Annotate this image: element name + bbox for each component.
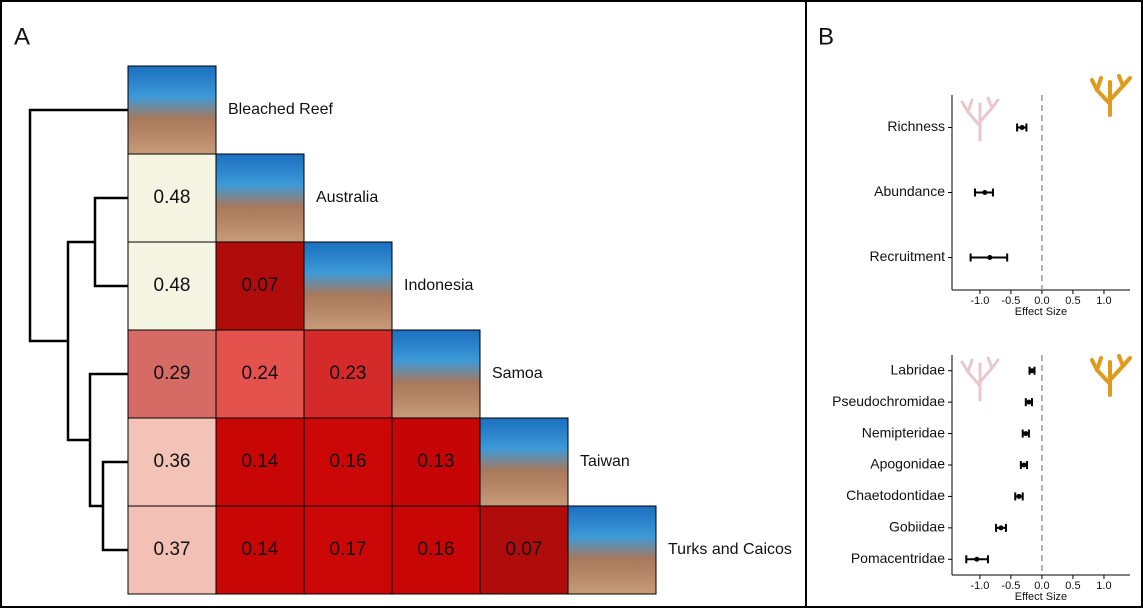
point bbox=[974, 556, 980, 562]
heat-cell bbox=[215, 329, 305, 419]
site-label: Taiwan bbox=[580, 453, 630, 470]
site-label: Indonesia bbox=[404, 277, 473, 294]
cell-value: 0.07 bbox=[242, 275, 279, 296]
coral-icon bbox=[1090, 74, 1132, 397]
point bbox=[987, 255, 993, 260]
x-tick-label: -0.5 bbox=[1001, 580, 1020, 592]
reef-photo bbox=[567, 505, 657, 595]
cell-value: 0.29 bbox=[154, 363, 191, 384]
heat-cell bbox=[303, 505, 393, 595]
cell-value: 0.14 bbox=[242, 539, 279, 560]
category-label: Richness bbox=[887, 118, 945, 134]
heat-cell bbox=[479, 505, 569, 595]
heat-cell bbox=[127, 417, 217, 507]
cell-value: 0.23 bbox=[330, 363, 367, 384]
heat-cell bbox=[215, 417, 305, 507]
reef-photo bbox=[303, 241, 393, 331]
category-label: Apogonidae bbox=[870, 456, 945, 472]
coral-icon bbox=[960, 96, 1000, 402]
category-label: Gobiidae bbox=[889, 519, 945, 535]
reef-photo bbox=[127, 65, 217, 155]
x-tick-label: -1.0 bbox=[970, 580, 989, 592]
point bbox=[1019, 125, 1025, 130]
point bbox=[1029, 368, 1035, 374]
cell-value: 0.36 bbox=[154, 451, 191, 472]
cell-value: 0.16 bbox=[418, 539, 455, 560]
site-label: Bleached Reef bbox=[228, 101, 334, 118]
category-label: Labridae bbox=[891, 361, 946, 377]
point bbox=[982, 190, 988, 195]
heat-cell bbox=[127, 505, 217, 595]
point bbox=[1026, 399, 1032, 405]
category-label: Nemipteridae bbox=[862, 424, 945, 440]
site-label: Australia bbox=[316, 189, 378, 206]
dendrogram bbox=[28, 108, 128, 552]
x-tick-label: 0.5 bbox=[1065, 580, 1080, 592]
cell-value: 0.48 bbox=[154, 187, 191, 208]
category-label: Pseudochromidae bbox=[832, 393, 945, 409]
point bbox=[998, 525, 1004, 531]
heat-cell bbox=[391, 417, 481, 507]
point bbox=[1023, 431, 1029, 437]
x-tick-label: -1.0 bbox=[970, 295, 989, 307]
cell-value: 0.24 bbox=[242, 363, 279, 384]
x-tick-label: 0.0 bbox=[1034, 295, 1049, 307]
reef-photo bbox=[215, 153, 305, 243]
heat-cell bbox=[127, 329, 217, 419]
heat-cell bbox=[215, 241, 305, 331]
cell-value: 0.48 bbox=[154, 275, 191, 296]
cell-value: 0.37 bbox=[154, 539, 191, 560]
point bbox=[1021, 462, 1027, 468]
panel-label: A bbox=[14, 23, 30, 50]
cell-value: 0.13 bbox=[418, 451, 455, 472]
heat-cell bbox=[127, 153, 217, 243]
x-tick-label: 1.0 bbox=[1096, 580, 1111, 592]
heat-cell bbox=[303, 417, 393, 507]
point bbox=[1016, 493, 1022, 499]
x-tick-label: 1.0 bbox=[1096, 295, 1111, 307]
heat-cell bbox=[303, 329, 393, 419]
panel-label: B bbox=[818, 23, 834, 50]
x-axis-label: Effect Size bbox=[1015, 306, 1067, 318]
category-label: Pomacentridae bbox=[851, 550, 945, 566]
reef-photo bbox=[391, 329, 481, 419]
cell-value: 0.14 bbox=[242, 451, 279, 472]
site-label: Samoa bbox=[492, 365, 543, 382]
heat-cell bbox=[215, 505, 305, 595]
x-tick-label: 0.0 bbox=[1034, 580, 1049, 592]
x-tick-label: 0.5 bbox=[1065, 295, 1080, 307]
reef-photo bbox=[479, 417, 569, 507]
category-label: Abundance bbox=[874, 183, 945, 199]
cell-value: 0.07 bbox=[506, 539, 543, 560]
category-label: Chaetodontidae bbox=[846, 487, 945, 503]
site-label: Turks and Caicos bbox=[668, 541, 792, 558]
heat-cell bbox=[391, 505, 481, 595]
x-axis-label: Effect Size bbox=[1015, 591, 1067, 603]
cell-value: 0.16 bbox=[330, 451, 367, 472]
x-tick-label: -0.5 bbox=[1001, 295, 1020, 307]
category-label: Recruitment bbox=[870, 248, 946, 264]
cell-value: 0.17 bbox=[330, 539, 367, 560]
